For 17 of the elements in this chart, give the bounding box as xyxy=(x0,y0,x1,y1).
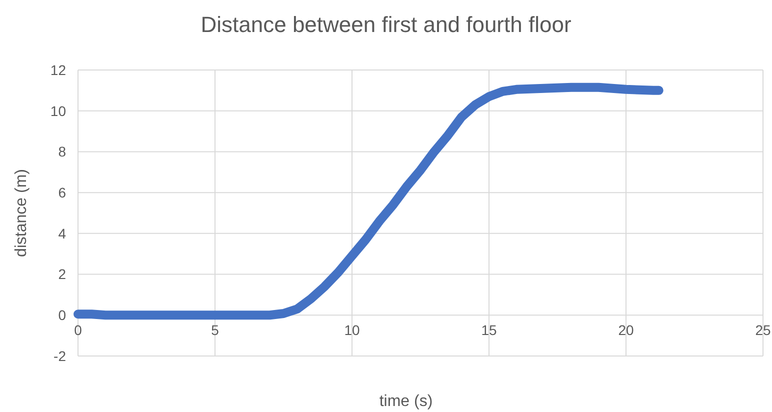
x-tick-label: 0 xyxy=(74,322,82,338)
x-tick-label: 10 xyxy=(344,322,360,338)
y-axis-title: distance (m) xyxy=(13,168,30,258)
y-tick-label: 8 xyxy=(58,144,66,160)
y-tick-label: 0 xyxy=(58,307,66,324)
y-tick-label: -2 xyxy=(54,348,66,364)
x-tick-label: 5 xyxy=(211,322,220,338)
y-tick-label: 6 xyxy=(58,184,66,200)
chart-title: Distance between first and fourth floor xyxy=(200,12,572,37)
y-tick-label: 2 xyxy=(58,266,66,282)
x-axis-title: time (s) xyxy=(379,393,433,410)
y-tick-label: 4 xyxy=(58,225,66,242)
y-tick-label: 12 xyxy=(50,62,66,78)
x-tick-label: 25 xyxy=(755,322,771,338)
y-tick-label: 10 xyxy=(50,102,66,119)
x-tick-label: 20 xyxy=(618,322,634,338)
x-tick-label: 15 xyxy=(481,322,497,338)
